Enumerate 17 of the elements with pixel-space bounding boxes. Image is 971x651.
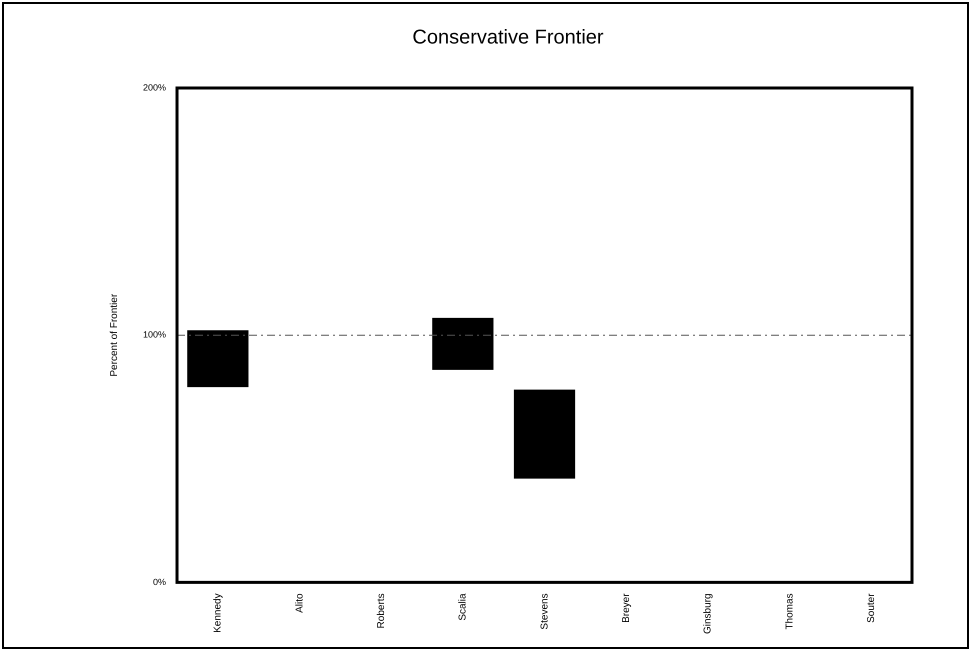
x-tick-label: Kennedy [212, 593, 224, 633]
bar [187, 330, 248, 388]
x-tick-label: Alito [294, 592, 306, 613]
y-tick-label: 100% [142, 330, 166, 340]
bar [432, 318, 494, 370]
x-tick-label: Thomas [784, 593, 796, 630]
x-tick-label: Souter [866, 592, 877, 623]
y-axis-title: Percent of Frontier [108, 293, 120, 377]
x-tick-label: Ginsburg [702, 593, 714, 634]
y-tick-label: 0% [153, 576, 166, 587]
x-tick-label: Roberts [376, 593, 387, 628]
x-tick-label: Stevens [539, 593, 550, 630]
chart-title: Conservative Frontier [412, 26, 604, 49]
x-tick-label: Breyer [620, 592, 632, 623]
bar [514, 390, 576, 479]
x-tick-label: Scalia [458, 593, 469, 621]
y-tick-label: 200% [142, 82, 166, 92]
